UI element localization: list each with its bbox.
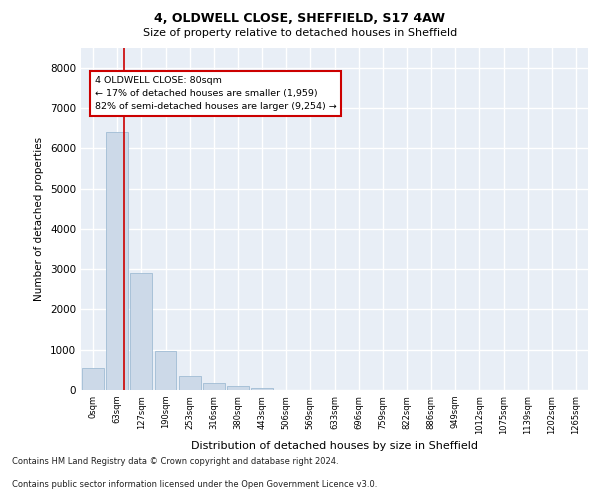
Bar — [106, 132, 128, 390]
Bar — [130, 273, 152, 390]
Bar — [203, 383, 224, 390]
Bar — [155, 350, 176, 390]
Bar — [251, 388, 273, 390]
Text: 4, OLDWELL CLOSE, SHEFFIELD, S17 4AW: 4, OLDWELL CLOSE, SHEFFIELD, S17 4AW — [155, 12, 445, 26]
Bar — [179, 376, 200, 390]
Text: 4 OLDWELL CLOSE: 80sqm
← 17% of detached houses are smaller (1,959)
82% of semi-: 4 OLDWELL CLOSE: 80sqm ← 17% of detached… — [95, 76, 337, 111]
Text: Size of property relative to detached houses in Sheffield: Size of property relative to detached ho… — [143, 28, 457, 38]
Text: Contains public sector information licensed under the Open Government Licence v3: Contains public sector information licen… — [12, 480, 377, 489]
Bar — [82, 368, 104, 390]
X-axis label: Distribution of detached houses by size in Sheffield: Distribution of detached houses by size … — [191, 441, 478, 451]
Y-axis label: Number of detached properties: Number of detached properties — [34, 136, 44, 301]
Bar — [227, 386, 249, 390]
Text: Contains HM Land Registry data © Crown copyright and database right 2024.: Contains HM Land Registry data © Crown c… — [12, 458, 338, 466]
